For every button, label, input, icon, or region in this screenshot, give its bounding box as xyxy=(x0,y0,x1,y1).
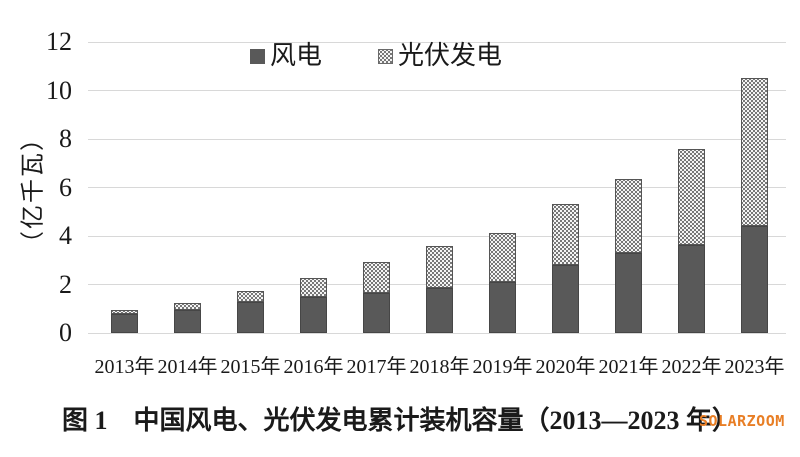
y-tick-label: 8 xyxy=(59,124,72,153)
stacked-bar-2022年 xyxy=(678,149,705,333)
wind-legend-swatch-icon xyxy=(249,48,265,64)
gridline xyxy=(88,187,786,188)
figure-caption: 图 1 中国风电、光伏发电累计装机容量（2013—2023 年） xyxy=(61,406,738,435)
x-tick-label: 2021年 xyxy=(598,356,659,378)
x-tick-label: 2013年 xyxy=(94,356,155,378)
gridline xyxy=(88,138,786,140)
gridline xyxy=(88,90,786,91)
plot-area xyxy=(88,41,786,334)
solar-bar-segment xyxy=(300,278,327,297)
x-tick-label: 2022年 xyxy=(661,356,722,378)
wind-bar-segment xyxy=(741,226,768,333)
solar-bar-segment xyxy=(111,309,138,315)
x-axis-labels: 2013年 2014年 2015年 2016年 2017年 2018年 2019年 2020年… xyxy=(88,350,786,378)
solar-bar-segment xyxy=(174,302,201,310)
stacked-bar-2016年 xyxy=(300,278,327,333)
stacked-bar-2014年 xyxy=(174,302,201,333)
stacked-bar-2018年 xyxy=(426,246,453,333)
stacked-bar-2020年 xyxy=(552,203,579,333)
solar-bar-segment xyxy=(741,78,768,227)
wind-legend-label: 风电 xyxy=(269,41,322,70)
x-tick-label: 2018年 xyxy=(409,356,470,378)
y-tick-label: 0 xyxy=(59,318,72,347)
x-tick-label: 2014年 xyxy=(157,356,218,378)
solar-bar-segment xyxy=(363,261,390,294)
legend-item-wind: 风电 xyxy=(249,41,322,70)
solar-bar-segment xyxy=(678,149,705,245)
y-tick-label: 10 xyxy=(46,75,72,105)
y-tick-label: 6 xyxy=(59,172,72,202)
solar-bar-segment xyxy=(426,246,453,289)
wind-bar-segment xyxy=(552,264,579,333)
wind-bar-segment xyxy=(300,296,327,333)
wind-bar-segment xyxy=(678,244,705,333)
gridline xyxy=(88,41,786,43)
stacked-bar-2021年 xyxy=(615,179,642,333)
x-tick-label: 2015年 xyxy=(220,356,281,378)
x-tick-label: 2019年 xyxy=(472,356,533,378)
solar-legend-swatch-icon xyxy=(378,48,393,64)
gridline xyxy=(88,332,786,334)
wind-bar-segment xyxy=(426,288,453,333)
solar-bar-segment xyxy=(237,291,264,302)
stacked-bar-2017年 xyxy=(363,261,390,333)
y-tick-label: 12 xyxy=(46,27,72,56)
solarzoom-watermark: SOLARZOOM xyxy=(699,412,785,430)
legend: 风电 光伏发电 xyxy=(0,43,776,69)
stacked-bar-2013年 xyxy=(111,309,138,333)
wind-bar-segment xyxy=(237,301,264,333)
y-axis-ticks: 0 2 4 6 8 10 12 xyxy=(0,29,80,346)
wind-bar-segment xyxy=(363,293,390,333)
stacked-bar-2023年 xyxy=(741,78,768,333)
wind-bar-segment xyxy=(489,282,516,333)
x-tick-label: 2016年 xyxy=(283,356,344,378)
x-tick-label: 2017年 xyxy=(346,356,407,378)
gridline xyxy=(88,235,786,237)
solar-bar-segment xyxy=(552,203,579,265)
y-tick-label: 2 xyxy=(59,269,72,299)
legend-item-solar: 光伏发电 xyxy=(378,43,502,69)
solar-bar-segment xyxy=(489,232,516,283)
x-tick-label: 2023年 xyxy=(724,356,785,378)
solar-legend-label: 光伏发电 xyxy=(398,41,503,70)
x-tick-label: 2020年 xyxy=(535,356,596,378)
y-tick-label: 4 xyxy=(59,221,72,250)
stacked-bar-2015年 xyxy=(237,291,264,333)
wind-bar-segment xyxy=(615,253,642,333)
wind-bar-segment xyxy=(111,314,138,333)
solar-bar-segment xyxy=(615,179,642,254)
wind-bar-segment xyxy=(174,309,201,333)
stacked-bar-2019年 xyxy=(489,232,516,333)
